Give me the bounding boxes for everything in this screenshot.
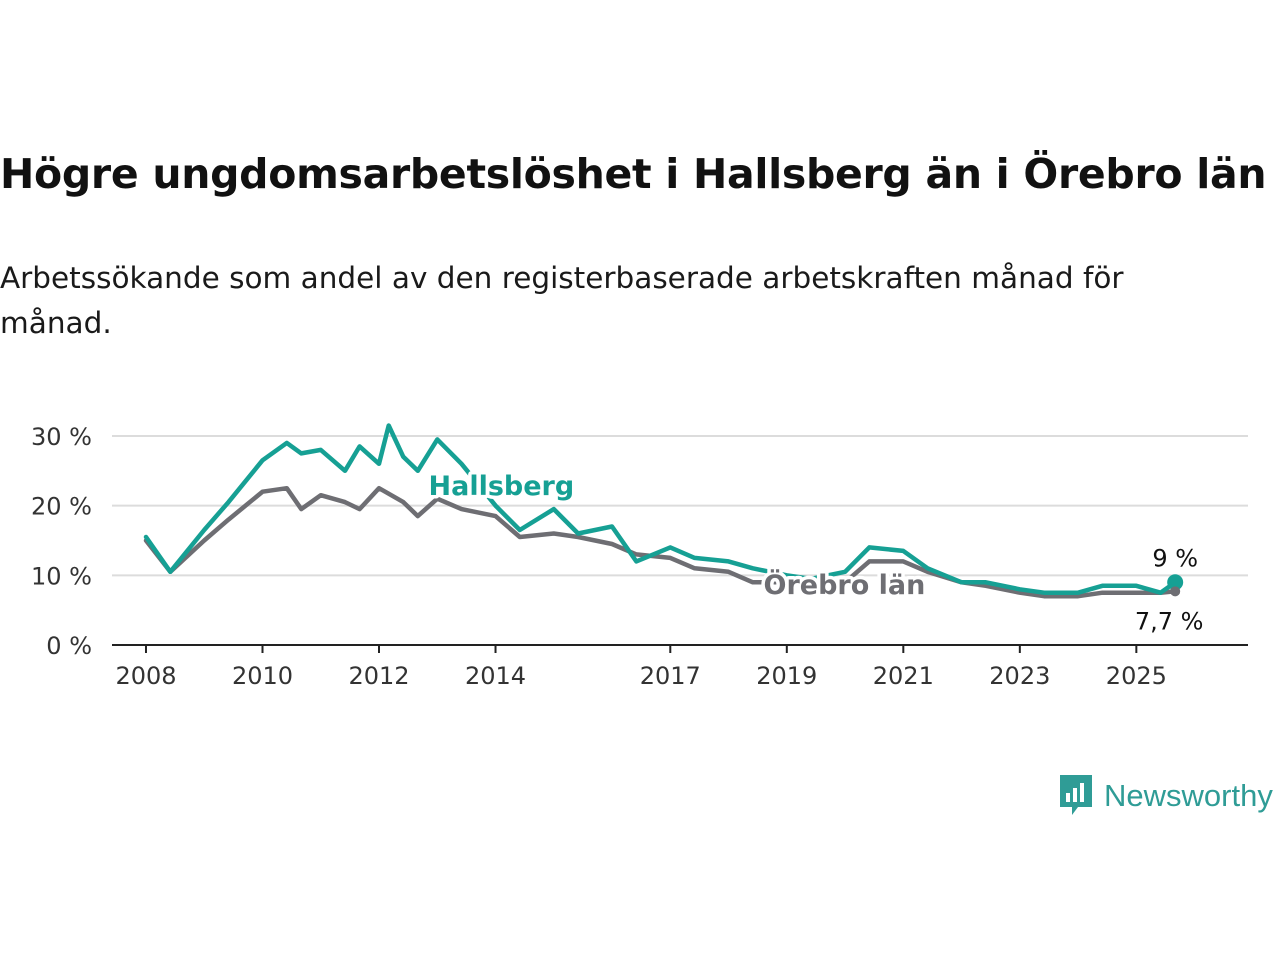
chart-subtitle: Arbetssökande som andel av den registerb… [0, 261, 1124, 340]
series-line-hallsberg [143, 423, 1178, 595]
newsworthy-logo: Newsworthy [1058, 772, 1273, 820]
x-tick-label: 2021 [873, 662, 934, 690]
end-marker-orebro-lan [1170, 586, 1181, 597]
x-tick-label: 2008 [115, 662, 176, 690]
y-tick-label: 10 % [31, 562, 92, 590]
end-value-orebro-lan: 7,7 % [1135, 607, 1204, 635]
chart-title: Högre ungdomsarbetslöshet i Hallsberg än… [0, 150, 1267, 198]
newsworthy-logo-icon [1060, 775, 1092, 815]
series-label-orebro-lan: Örebro län [764, 568, 926, 601]
x-tick-label: 2025 [1106, 662, 1167, 690]
y-tick-label: 30 % [31, 423, 92, 451]
series-label-hallsberg: Hallsberg [429, 471, 575, 502]
x-tick-label: 2023 [989, 662, 1050, 690]
series-line-orebro-lan [143, 485, 1178, 599]
y-tick-label: 20 % [31, 493, 92, 521]
end-marker-hallsberg [1167, 574, 1184, 591]
x-tick-label: 2017 [640, 662, 701, 690]
y-tick-label: 0 % [46, 632, 92, 660]
x-tick-label: 2012 [348, 662, 409, 690]
x-tick-label: 2010 [232, 662, 293, 690]
x-tick-label: 2019 [756, 662, 817, 690]
x-tick-label: 2014 [465, 662, 526, 690]
newsworthy-logo-text: Newsworthy [1104, 778, 1273, 813]
line-chart: 0 % 10 % 20 % 30 % 2008 2010 2012 2014 2017 2019 2… [31, 423, 1248, 690]
end-value-hallsberg: 9 % [1152, 544, 1198, 572]
